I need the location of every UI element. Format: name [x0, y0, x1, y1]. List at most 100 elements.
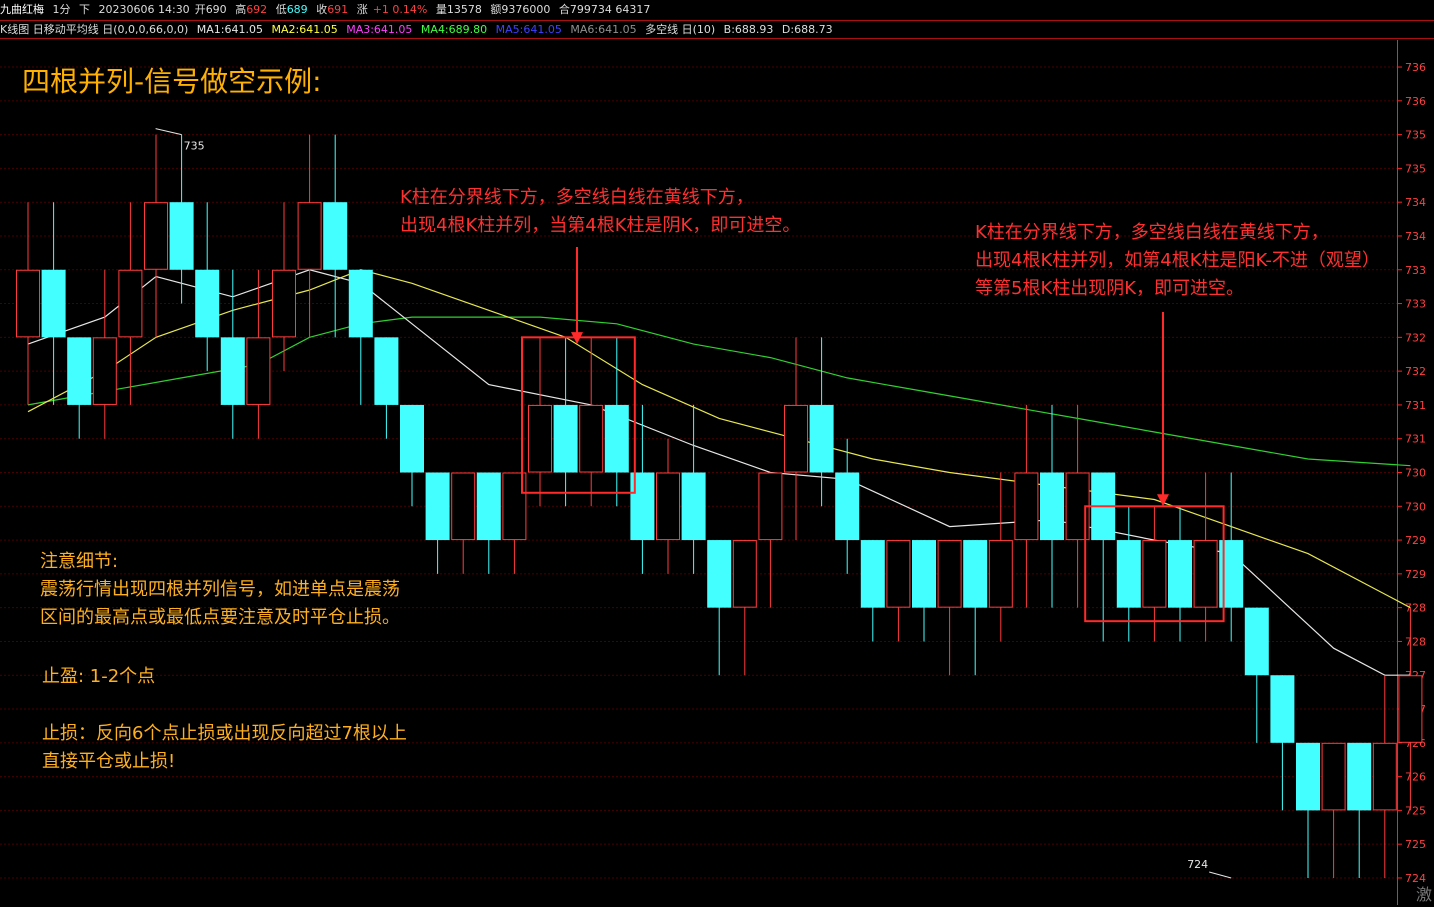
candle: [604, 337, 629, 507]
candle-body: [1296, 742, 1320, 811]
candle-body: [425, 472, 450, 541]
d-value: D:688.73: [781, 23, 833, 36]
open-value: 690: [205, 3, 227, 16]
candle: [169, 134, 194, 304]
candle: [502, 472, 527, 574]
candle: [144, 134, 168, 338]
candle: [1091, 472, 1116, 642]
candle-body: [16, 269, 40, 338]
candle: [528, 337, 552, 507]
volume-label: 量: [435, 3, 447, 16]
detail-notes: 注意细节: 震荡行情出现四根并列信号，如进单点是震荡 区间的最高点或最低点要注意…: [40, 548, 400, 632]
candle-body: [553, 404, 578, 473]
quote-header-bar: 九曲红梅 1分 下 20230606 14:30 开690 高692 低689 收…: [0, 0, 1434, 20]
candle-body: [1321, 742, 1346, 811]
y-tick-label: 729: [1405, 568, 1426, 581]
y-tick-label: 726: [1405, 771, 1426, 784]
detail-line2: 区间的最高点或最低点要注意及时平仓止损。: [40, 607, 400, 628]
price-label: 735: [184, 140, 205, 153]
note-signal-2: K柱在分界线下方，多空线白线在黄线下方， 出现4根K柱并列，如第4根K柱是阳K-…: [975, 219, 1380, 303]
candle-body: [220, 337, 245, 405]
candle-body: [502, 472, 527, 541]
detail-title: 注意细节:: [40, 551, 119, 572]
low-value: 689: [286, 3, 308, 16]
y-tick-label: 725: [1405, 804, 1426, 817]
candle: [1065, 404, 1090, 608]
candle-body: [1398, 675, 1423, 743]
candle-body: [1193, 540, 1218, 608]
low-label: 低: [275, 3, 287, 16]
white-multi-line: [27, 269, 1411, 676]
candle: [1193, 472, 1218, 642]
candle: [67, 337, 92, 439]
candle: [425, 472, 450, 574]
candle-body: [963, 540, 988, 608]
candle: [579, 337, 604, 507]
note1-line2: 出现4根K柱并列，当第4根K柱是阴K，即可进空。: [400, 215, 801, 236]
y-tick-label: 728: [1405, 602, 1426, 615]
y-tick-label: 735: [1405, 129, 1426, 142]
candle: [707, 540, 732, 676]
candle: [963, 540, 988, 676]
y-tick-label: 729: [1405, 534, 1426, 547]
candle: [16, 202, 40, 405]
datetime: 20230606 14:30: [98, 3, 190, 16]
y-tick-label: 736: [1405, 61, 1426, 74]
candle-body: [1142, 540, 1167, 608]
candle: [323, 134, 348, 338]
candle: [886, 540, 911, 642]
candle-body: [246, 337, 271, 405]
candle: [41, 202, 66, 405]
y-tick-label: 732: [1405, 331, 1426, 344]
candle: [758, 472, 783, 608]
ma6-value: MA6:641.05: [570, 23, 637, 36]
signal-arrows: [571, 247, 1169, 507]
candle-body: [1040, 472, 1064, 541]
candle-body: [656, 472, 680, 541]
change-label: 涨: [356, 3, 368, 16]
y-axis: 736 736 735 735 734 734 733 733 732 732 731 731 730 7…: [1397, 40, 1426, 905]
candle: [630, 404, 655, 574]
candle-body: [144, 202, 168, 270]
note2-line3: 等第5根K柱出现阴K，即可进空。: [975, 278, 1245, 299]
y-tick-label: 733: [1405, 264, 1426, 277]
candle-body: [451, 472, 476, 541]
indicator-bar: K线图 日移动平均线 日(0,0,0,66,0,0) MA1:641.05 MA…: [0, 21, 1434, 38]
candle-body: [272, 269, 296, 338]
y-tick-label: 732: [1405, 365, 1426, 378]
indicator-title[interactable]: K线图 日移动平均线 日(0,0,0,66,0,0): [0, 23, 189, 36]
candle-body: [1014, 472, 1039, 541]
stop-loss-note: 止损：反向6个点止损或出现反向超过7根以上 直接平仓或止损!: [42, 720, 407, 776]
candle-body: [809, 404, 834, 473]
y-tick-label: 725: [1405, 838, 1426, 851]
y-tick-label: 735: [1405, 162, 1426, 175]
ma2-value: MA2:641.05: [271, 23, 338, 36]
arrow-head: [571, 332, 583, 345]
signal-box: [1084, 505, 1225, 623]
ma4-value: MA4:689.80: [420, 23, 488, 36]
candle: [1142, 506, 1167, 642]
y-tick-label: 731: [1405, 399, 1426, 412]
candle: [937, 540, 962, 676]
candle-body: [1116, 540, 1141, 608]
candle: [835, 438, 860, 574]
candle-body: [528, 404, 552, 473]
candle: [1116, 506, 1141, 642]
period: 1分: [52, 3, 71, 16]
instrument-name: 九曲红梅: [0, 3, 44, 16]
candle-body: [374, 337, 399, 405]
candle-body: [604, 404, 629, 473]
candle: [246, 269, 271, 439]
candle-body: [67, 337, 92, 405]
close-value: 691: [327, 3, 349, 16]
candle: [860, 540, 885, 642]
candle: [1347, 742, 1372, 878]
candle: [348, 269, 373, 405]
candle: [92, 269, 117, 439]
candle-body: [860, 540, 885, 608]
candle: [784, 337, 808, 541]
note-signal-1: K柱在分界线下方，多空线白线在黄线下方， 出现4根K柱并列，当第4根K柱是阴K，…: [400, 184, 800, 240]
note2-line1: K柱在分界线下方，多空线白线在黄线下方，: [975, 222, 1329, 243]
candle-body: [118, 269, 143, 338]
